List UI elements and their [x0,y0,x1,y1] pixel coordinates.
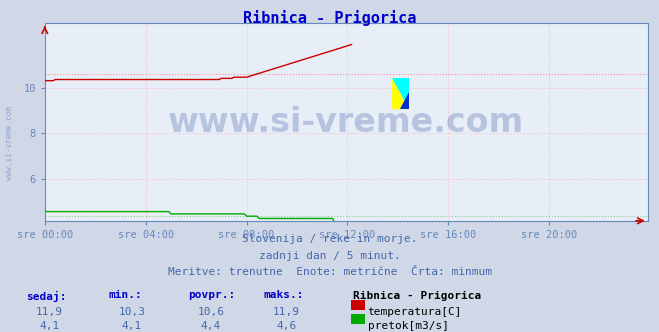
Text: sedaj:: sedaj: [26,290,67,301]
Polygon shape [392,78,409,109]
Text: temperatura[C]: temperatura[C] [368,307,462,317]
Text: 4,6: 4,6 [277,321,297,331]
Text: Meritve: trenutne  Enote: metrične  Črta: minmum: Meritve: trenutne Enote: metrične Črta: … [167,267,492,277]
Text: Ribnica - Prigorica: Ribnica - Prigorica [243,10,416,26]
Text: 4,4: 4,4 [201,321,221,331]
Text: www.si-vreme.com: www.si-vreme.com [168,106,525,138]
Text: 11,9: 11,9 [273,307,300,317]
Text: 10,6: 10,6 [198,307,224,317]
Text: 11,9: 11,9 [36,307,63,317]
Text: zadnji dan / 5 minut.: zadnji dan / 5 minut. [258,251,401,261]
Text: maks.:: maks.: [264,290,304,300]
Text: Slovenija / reke in morje.: Slovenija / reke in morje. [242,234,417,244]
Text: 4,1: 4,1 [40,321,59,331]
Bar [351,300,365,310]
Polygon shape [392,78,409,109]
Text: min.:: min.: [109,290,142,300]
Polygon shape [400,92,409,109]
Text: Ribnica - Prigorica: Ribnica - Prigorica [353,290,481,300]
Text: povpr.:: povpr.: [188,290,235,300]
Bar [351,314,365,324]
Text: www.si-vreme.com: www.si-vreme.com [5,106,14,180]
Text: pretok[m3/s]: pretok[m3/s] [368,321,449,331]
Text: 10,3: 10,3 [119,307,145,317]
Text: 4,1: 4,1 [122,321,142,331]
